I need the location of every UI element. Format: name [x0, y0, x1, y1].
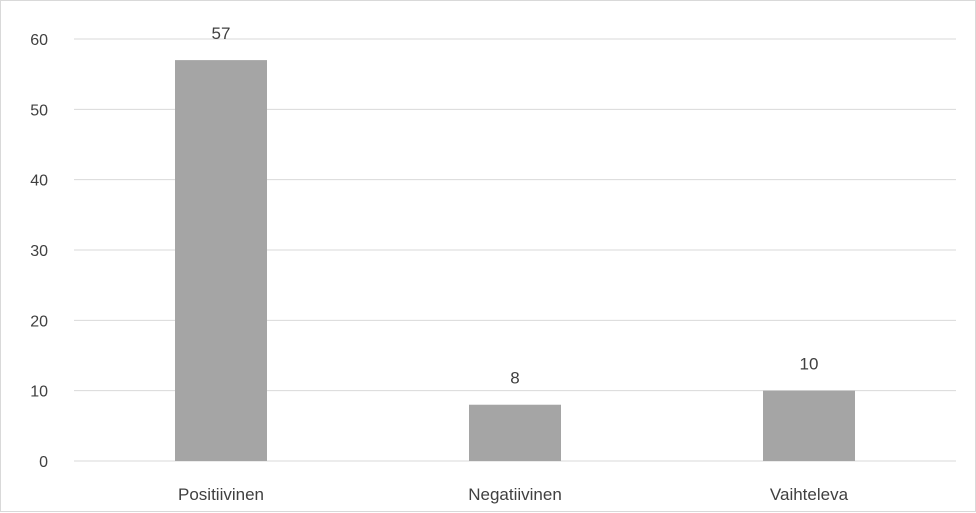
y-tick-label: 10 [30, 384, 48, 401]
data-label: 8 [510, 369, 519, 388]
bar-vaihteleva [763, 390, 855, 461]
data-label: 10 [800, 355, 819, 374]
x-tick-label: Positiivinen [178, 485, 264, 504]
y-tick-label: 20 [30, 313, 48, 330]
x-tick-label: Negatiivinen [468, 485, 562, 504]
bar-positiivinen [175, 60, 267, 461]
x-tick-label: Vaihteleva [770, 485, 849, 504]
y-tick-label: 50 [30, 102, 48, 119]
y-tick-label: 0 [39, 454, 48, 471]
data-label: 57 [212, 24, 231, 43]
bar-negatiivinen [469, 404, 561, 461]
y-tick-label: 30 [30, 243, 48, 260]
y-tick-label: 40 [30, 173, 48, 190]
y-tick-label: 60 [30, 32, 48, 49]
